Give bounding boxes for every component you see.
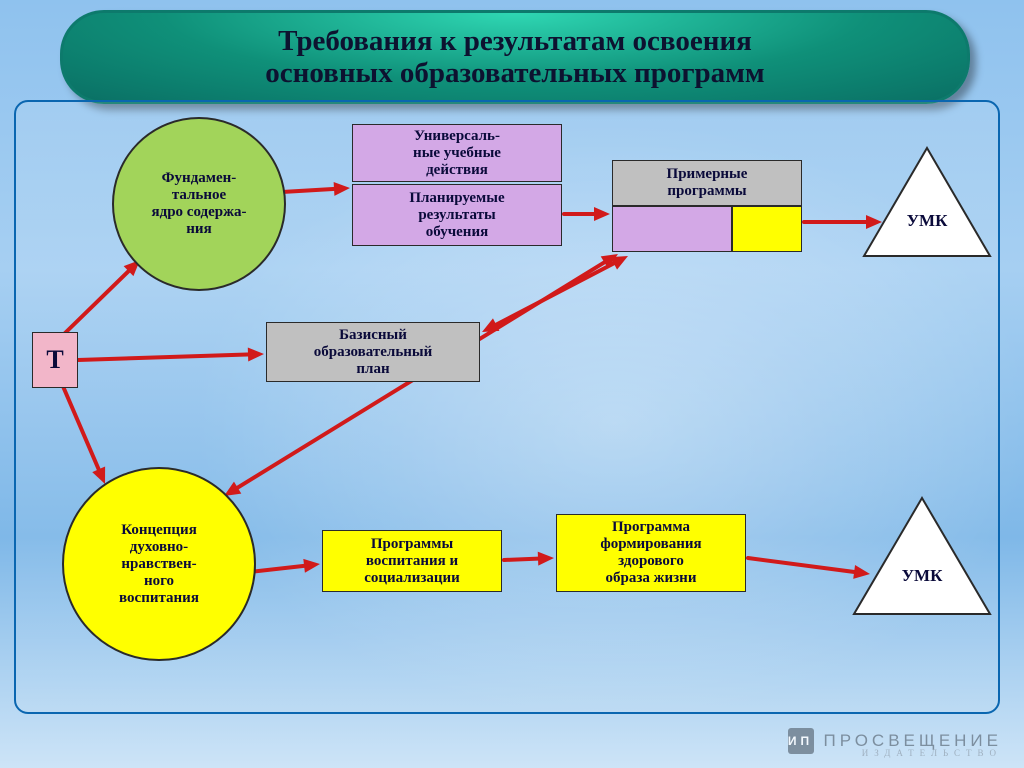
node-umk2: УМК xyxy=(852,496,992,616)
node-prog_vosp: Программы воспитания и социализации xyxy=(322,530,502,592)
content-panel: Т Фундамен- тальное ядро содержа- ния Унив… xyxy=(14,100,1000,714)
node-approx_purple xyxy=(612,206,732,252)
publisher-logo: ИП ПРОСВЕЩЕНИЕ ИЗДАТЕЛЬСТВО xyxy=(788,728,1002,754)
node-approx_yellow xyxy=(732,206,802,252)
node-uud: Универсаль- ные учебные действия xyxy=(352,124,562,182)
node-approx_prog: Примерные программы xyxy=(612,160,802,206)
slide-stage: Требования к результатам освоения основн… xyxy=(0,0,1024,768)
node-prog_health: Программа формирования здорового образа … xyxy=(556,514,746,592)
node-plan_res: Планируемые результаты обучения xyxy=(352,184,562,246)
logo-badge: ИП xyxy=(788,728,814,754)
logo-subtext: ИЗДАТЕЛЬСТВО xyxy=(862,748,1002,758)
slide-title: Требования к результатам освоения основн… xyxy=(265,25,764,90)
node-t_box: Т xyxy=(32,332,78,388)
node-umk1: УМК xyxy=(862,146,992,258)
node-fund_core: Фундамен- тальное ядро содержа- ния xyxy=(112,117,286,291)
slide-title-pill: Требования к результатам освоения основн… xyxy=(60,10,970,104)
node-basis_plan: Базисный образовательный план xyxy=(266,322,480,382)
node-concept: Концепция духовно- нравствен- ного воспи… xyxy=(62,467,256,661)
